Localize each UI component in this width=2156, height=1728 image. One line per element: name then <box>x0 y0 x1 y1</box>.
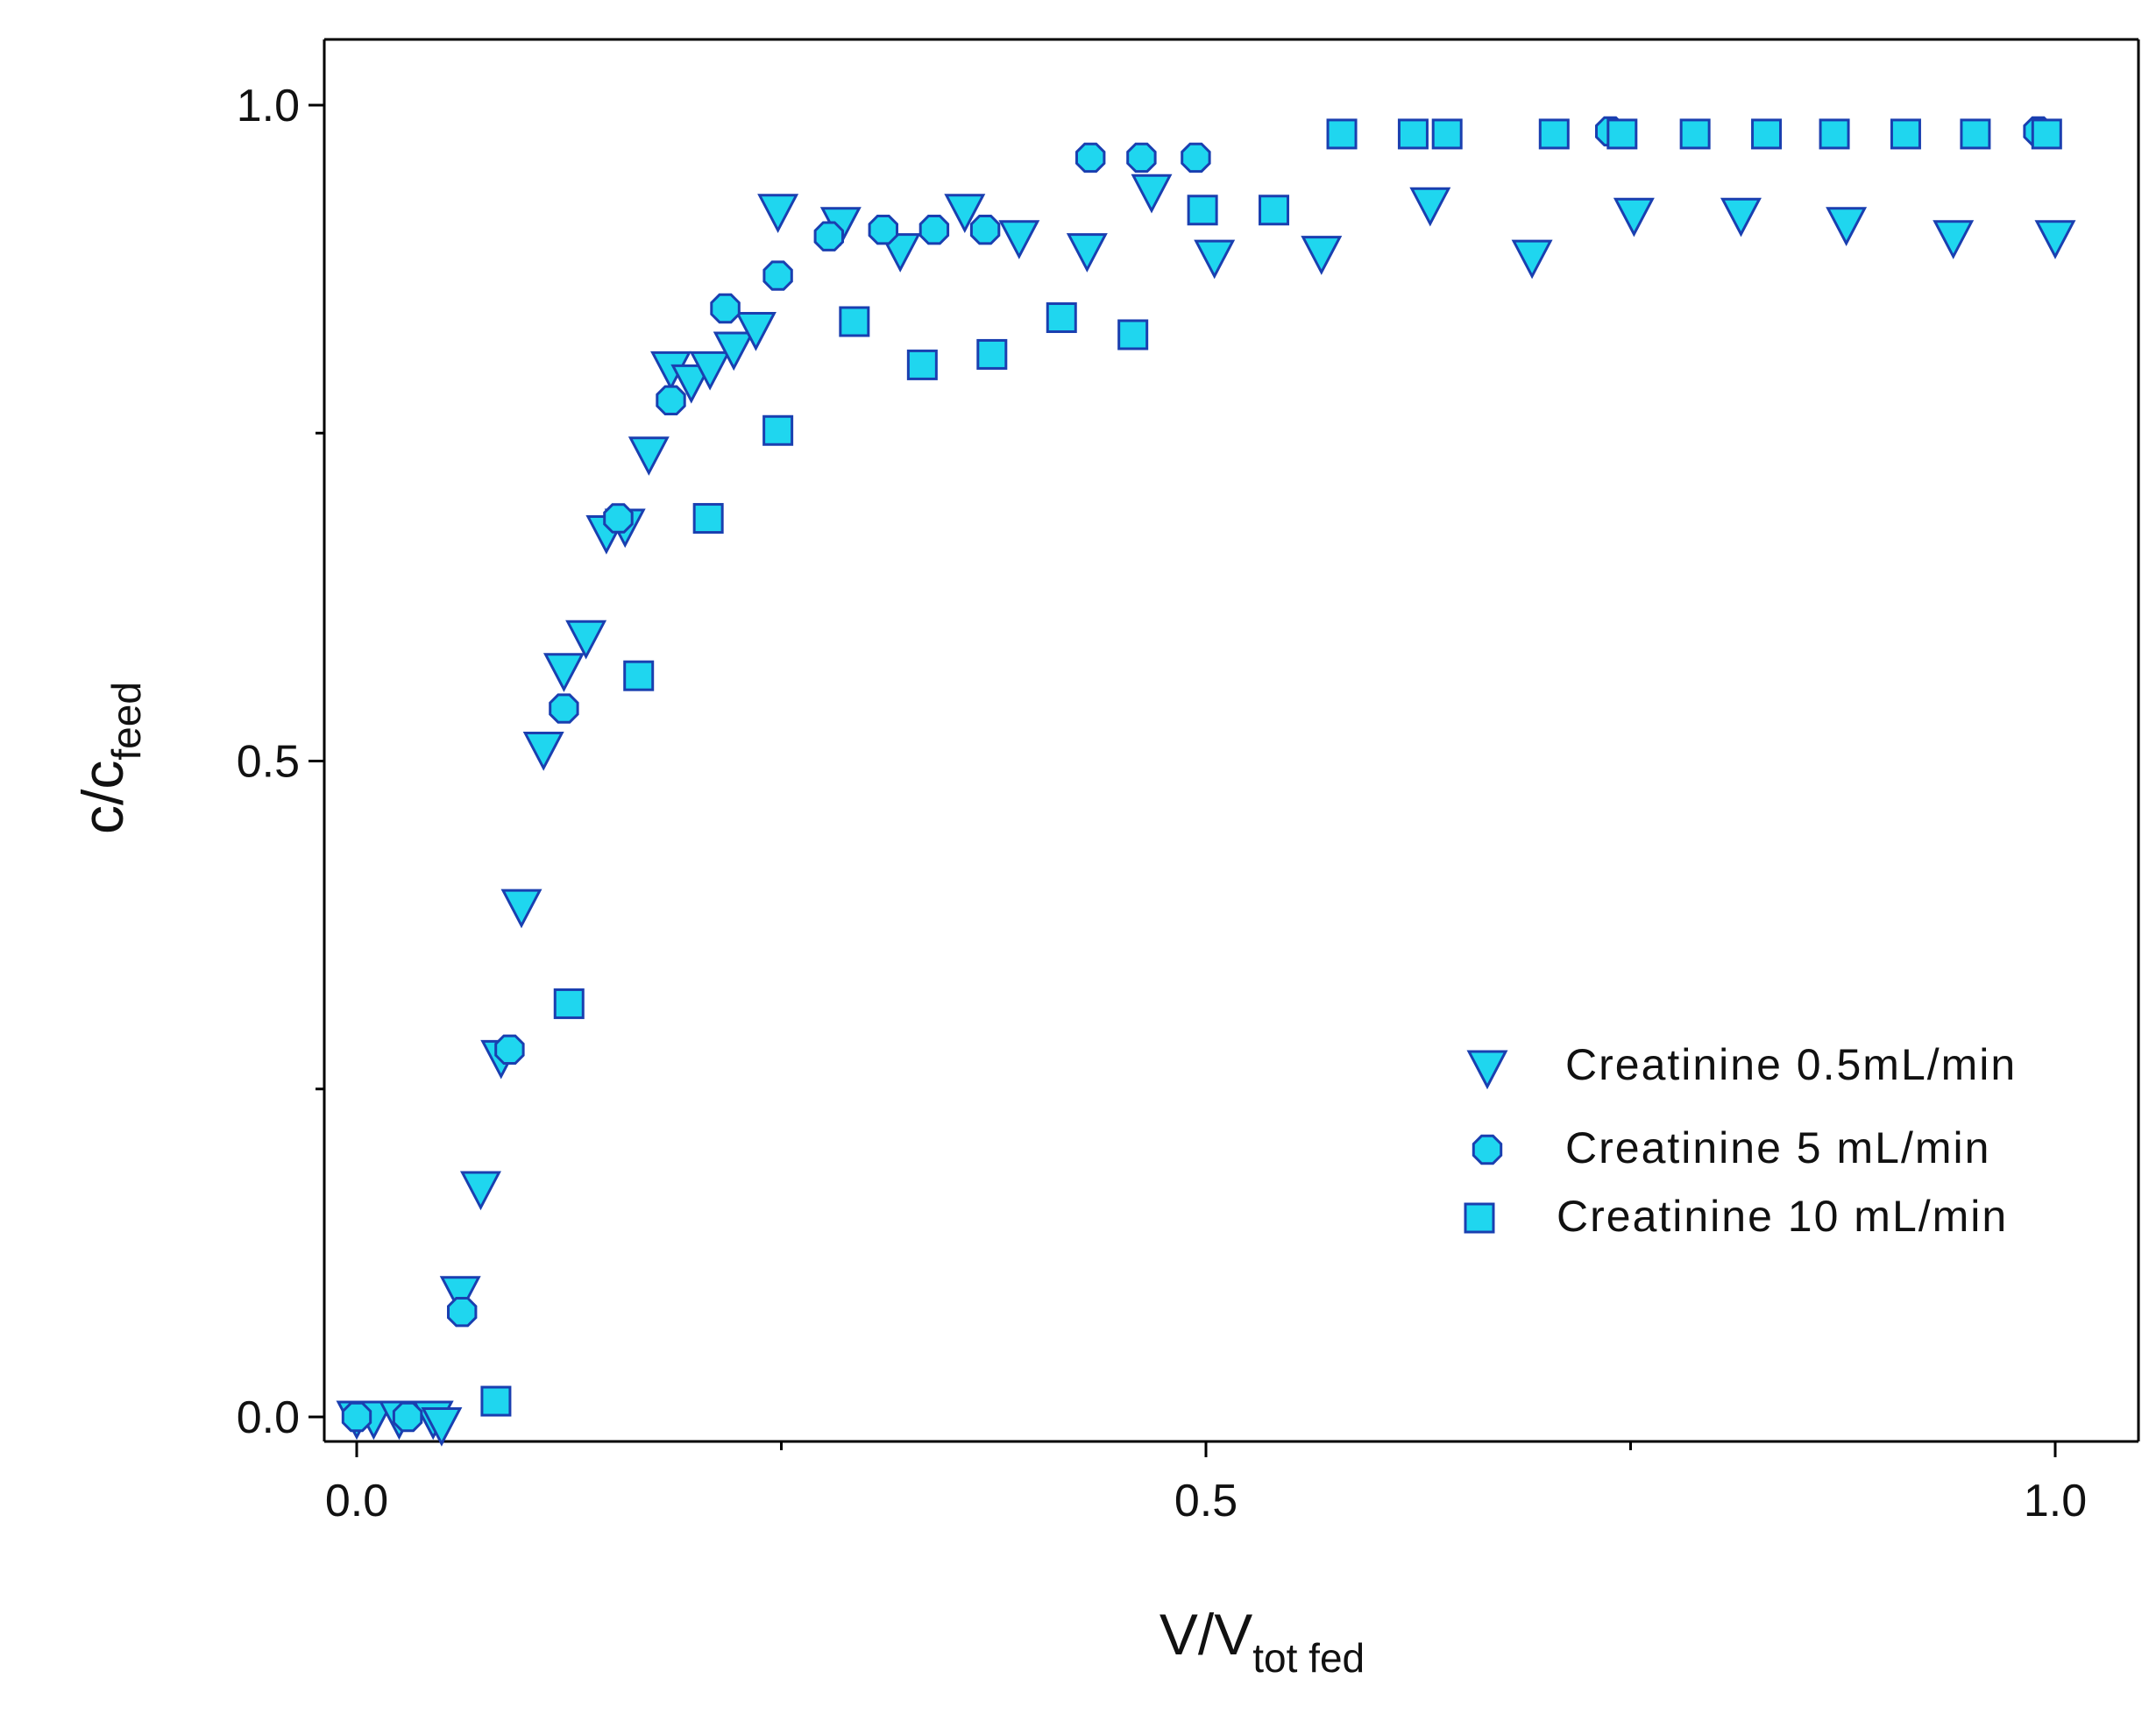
data-point <box>1194 239 1236 280</box>
data-point <box>969 215 1001 245</box>
y-axis-label: c/cfeed <box>70 682 149 834</box>
data-point <box>500 889 543 929</box>
data-point <box>1117 319 1149 351</box>
data-point <box>656 385 686 415</box>
data-point <box>689 351 731 391</box>
data-point <box>839 306 870 337</box>
legend-label-2: Creatinine 10 mL/min <box>1557 1192 2008 1241</box>
legend-marker <box>1472 1134 1503 1165</box>
data-point <box>1301 236 1343 275</box>
data-point <box>1511 239 1553 280</box>
legend-label-1: Creatinine 5 mL/min <box>1565 1123 1990 1172</box>
data-point <box>762 260 793 291</box>
x-axis-label: V/Vtot fed <box>1160 1602 1365 1681</box>
data-point <box>1960 118 1991 150</box>
data-point <box>944 194 986 233</box>
data-point <box>1259 195 1290 226</box>
data-point <box>757 194 799 233</box>
legend-item-2: Creatinine 10 mL/min <box>1464 1192 2008 1241</box>
data-point <box>1326 118 1358 150</box>
data-point <box>734 311 777 351</box>
y-tick-label: 1.0 <box>237 81 300 131</box>
data-point <box>1131 174 1173 214</box>
data-point <box>1126 142 1157 174</box>
y-tick-label: 0.5 <box>237 737 300 788</box>
data-point <box>480 1385 512 1417</box>
legend-marker <box>1464 1202 1495 1234</box>
legend-marker-triangle <box>1466 1050 1508 1090</box>
data-point <box>1606 118 1638 150</box>
legend-item-0: Creatinine 0.5mL/min <box>1466 1040 2017 1090</box>
data-point <box>459 1171 501 1211</box>
data-point <box>543 653 585 692</box>
data-point <box>392 1401 423 1433</box>
data-point <box>918 215 950 245</box>
plot-frame <box>323 38 2140 1443</box>
series-2 <box>480 118 2062 1417</box>
data-point <box>1679 118 1711 150</box>
x-tick-label: 0.0 <box>325 1476 388 1526</box>
data-point <box>553 988 585 1019</box>
data-point <box>1720 197 1762 237</box>
legend-marker-circle <box>1472 1134 1503 1165</box>
data-point <box>998 220 1040 259</box>
data-point <box>868 215 898 245</box>
data-point <box>421 1406 463 1447</box>
x-tick-label: 1.0 <box>2024 1476 2087 1526</box>
x-tick-label: 0.5 <box>1174 1476 1238 1526</box>
data-point <box>976 338 1008 370</box>
data-point <box>710 293 741 324</box>
data-markers <box>336 116 2076 1447</box>
data-point <box>1538 118 1570 150</box>
data-point <box>713 331 755 372</box>
axis-ticks: 0.0 0.5 1.0 0.0 0.5 1.0 <box>237 81 2087 1526</box>
y-tick-label: 0.0 <box>237 1392 300 1443</box>
data-point <box>1431 118 1463 150</box>
data-point <box>670 364 713 404</box>
data-point <box>341 1401 372 1433</box>
data-point <box>1409 187 1451 227</box>
data-point <box>565 620 607 660</box>
legend: Creatinine 0.5mL/min Creatinine 5 mL/min… <box>1464 1040 2017 1241</box>
data-point <box>1933 220 1975 259</box>
data-point <box>628 436 670 476</box>
data-point <box>1397 118 1429 150</box>
data-point <box>1819 118 1850 150</box>
data-point <box>1826 207 1868 246</box>
data-point <box>762 414 794 446</box>
data-point <box>692 503 724 535</box>
data-point <box>2034 220 2076 259</box>
data-point <box>1181 142 1211 174</box>
data-point <box>1075 142 1106 174</box>
data-point <box>447 1297 478 1328</box>
data-point <box>1751 118 1783 150</box>
data-point <box>1187 195 1218 226</box>
data-point <box>813 221 844 251</box>
data-point <box>439 1276 481 1316</box>
data-point <box>1066 233 1108 273</box>
data-point <box>494 1034 525 1065</box>
data-point <box>906 349 938 380</box>
data-point <box>549 693 579 724</box>
data-point <box>623 660 655 691</box>
data-point <box>522 732 564 771</box>
data-point <box>1613 197 1655 237</box>
data-point <box>1890 118 1921 150</box>
legend-marker <box>1466 1050 1508 1090</box>
data-point <box>879 233 921 273</box>
legend-item-1: Creatinine 5 mL/min <box>1472 1123 1990 1172</box>
data-point <box>2031 118 2062 150</box>
legend-label-0: Creatinine 0.5mL/min <box>1565 1040 2017 1089</box>
data-point <box>1046 302 1077 334</box>
data-point <box>603 503 634 534</box>
legend-marker-square <box>1464 1202 1495 1234</box>
series-0 <box>336 174 2076 1447</box>
